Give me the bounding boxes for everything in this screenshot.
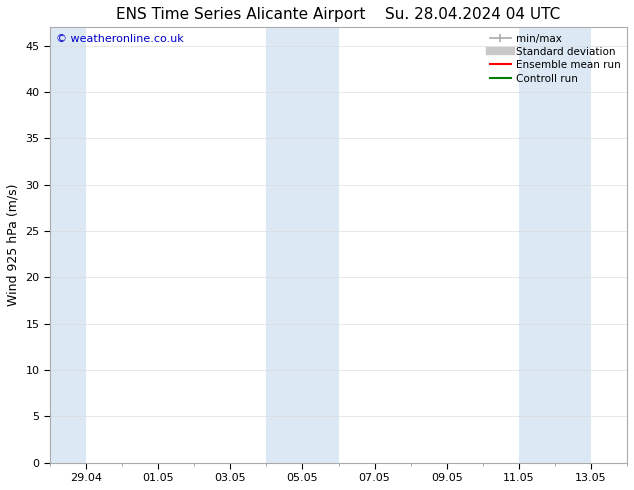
- Legend: min/max, Standard deviation, Ensemble mean run, Controll run: min/max, Standard deviation, Ensemble me…: [486, 29, 625, 88]
- Bar: [50, 27, 86, 463]
- Bar: [266, 27, 339, 463]
- Title: ENS Time Series Alicante Airport    Su. 28.04.2024 04 UTC: ENS Time Series Alicante Airport Su. 28.…: [117, 7, 560, 22]
- Bar: [519, 27, 591, 463]
- Y-axis label: Wind 925 hPa (m/s): Wind 925 hPa (m/s): [7, 184, 20, 306]
- Text: © weatheronline.co.uk: © weatheronline.co.uk: [56, 34, 184, 44]
